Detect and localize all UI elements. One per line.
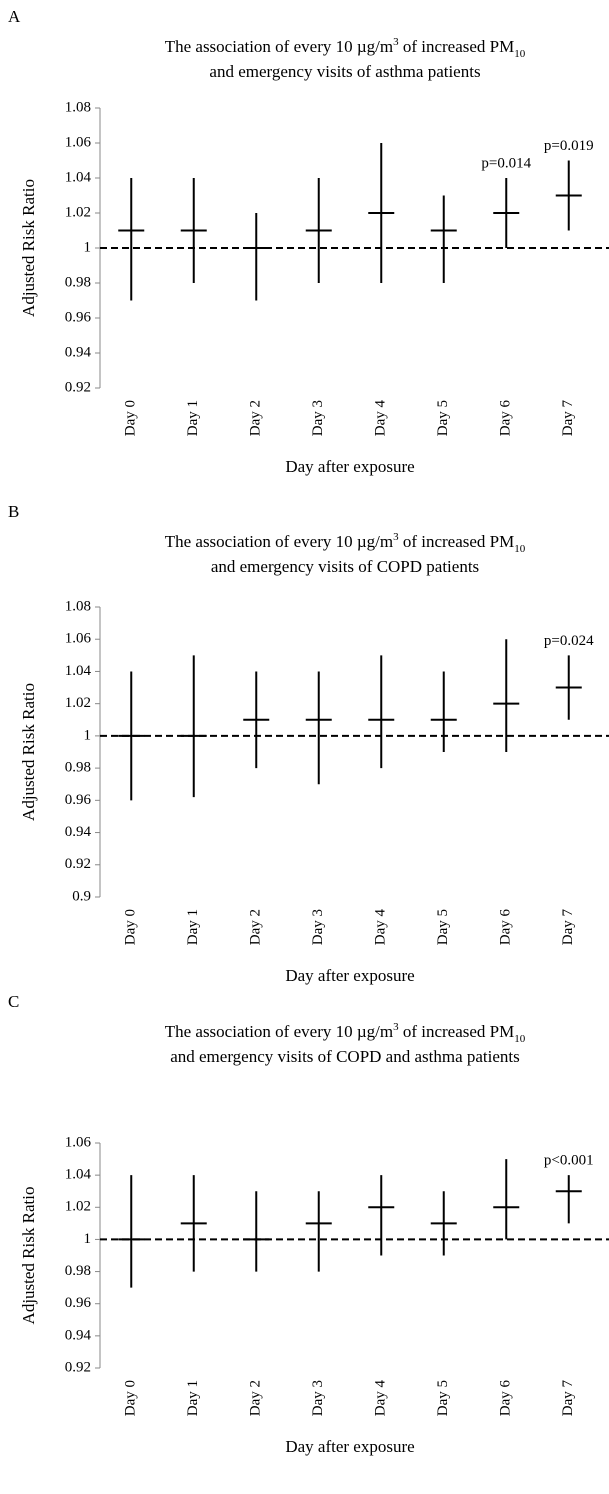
y-tick-label: 1.02 (65, 695, 91, 711)
y-tick-label: 1 (84, 727, 92, 743)
y-tick-label: 0.98 (65, 760, 91, 776)
panel-label: B (8, 502, 19, 521)
x-axis-label: Day after exposure (285, 1437, 414, 1456)
chart-title: The association of every 10 µg/m3 of inc… (165, 1021, 526, 1045)
panel-label: A (8, 7, 21, 26)
y-tick-label: 1.04 (65, 169, 92, 185)
x-axis-label: Day after exposure (285, 966, 414, 985)
x-tick-label: Day 4 (373, 909, 389, 946)
title-part: 3 (393, 36, 399, 48)
y-tick-label: 1.08 (65, 598, 91, 614)
y-tick-label: 1.02 (65, 1199, 91, 1215)
title-part: The association of every 10 µg/m (165, 37, 393, 56)
x-tick-label: Day 7 (560, 909, 576, 946)
x-tick-label: Day 2 (248, 1380, 264, 1416)
y-tick-label: 0.96 (65, 792, 92, 808)
x-tick-label: Day 0 (123, 400, 139, 436)
x-tick-label: Day 4 (373, 1380, 389, 1417)
chart-title: The association of every 10 µg/m3 of inc… (165, 36, 526, 60)
chart-title: and emergency visits of COPD patients (211, 557, 479, 576)
x-tick-label: Day 1 (185, 400, 201, 436)
y-tick-label: 0.94 (65, 824, 92, 840)
y-tick-label: 1.06 (65, 631, 92, 647)
x-tick-label: Day 7 (560, 1380, 576, 1417)
title-part: of increased PM (399, 1022, 515, 1041)
x-tick-label: Day 1 (185, 1380, 201, 1416)
y-tick-label: 0.92 (65, 379, 91, 395)
y-tick-label: 1.06 (65, 134, 92, 150)
y-tick-label: 0.92 (65, 1359, 91, 1375)
y-tick-label: 1.06 (65, 1134, 92, 1150)
x-tick-label: Day 4 (373, 400, 389, 437)
y-axis-label: Adjusted Risk Ratio (19, 1187, 38, 1325)
x-tick-label: Day 0 (123, 909, 139, 945)
x-tick-label: Day 3 (310, 909, 326, 945)
annotation: p=0.014 (481, 155, 531, 171)
x-tick-label: Day 5 (435, 1380, 451, 1416)
y-tick-label: 0.98 (65, 1263, 91, 1279)
title-part: The association of every 10 µg/m (165, 1022, 393, 1041)
title-part: 3 (393, 1021, 399, 1033)
title-part: of increased PM (399, 37, 515, 56)
title-part: 3 (393, 531, 399, 543)
x-tick-label: Day 2 (248, 909, 264, 945)
y-tick-label: 0.96 (65, 309, 92, 325)
y-tick-label: 0.94 (65, 344, 92, 360)
y-tick-label: 0.9 (72, 888, 91, 904)
y-tick-label: 1 (84, 1231, 92, 1247)
y-tick-label: 1.04 (65, 663, 92, 679)
annotation: p=0.019 (544, 138, 594, 154)
title-part: The association of every 10 µg/m (165, 532, 393, 551)
y-tick-label: 0.92 (65, 856, 91, 872)
x-tick-label: Day 1 (185, 909, 201, 945)
panel-label: C (8, 992, 19, 1011)
x-axis-label: Day after exposure (285, 457, 414, 476)
x-tick-label: Day 6 (498, 400, 514, 437)
y-tick-label: 0.96 (65, 1295, 92, 1311)
y-tick-label: 1.04 (65, 1167, 92, 1183)
x-tick-label: Day 6 (498, 1380, 514, 1417)
x-tick-label: Day 5 (435, 909, 451, 945)
y-tick-label: 1 (84, 239, 92, 255)
annotation: p=0.024 (544, 633, 594, 649)
annotation: p<0.001 (544, 1153, 594, 1169)
x-tick-label: Day 3 (310, 1380, 326, 1416)
x-tick-label: Day 6 (498, 909, 514, 946)
title-part: 10 (514, 48, 526, 60)
x-tick-label: Day 0 (123, 1380, 139, 1416)
y-axis-label: Adjusted Risk Ratio (19, 179, 38, 317)
x-tick-label: Day 2 (248, 400, 264, 436)
chart-title: and emergency visits of COPD and asthma … (170, 1047, 520, 1066)
title-part: 10 (514, 543, 526, 555)
y-tick-label: 1.02 (65, 204, 91, 220)
y-tick-label: 0.94 (65, 1327, 92, 1343)
x-tick-label: Day 5 (435, 400, 451, 436)
y-axis-label: Adjusted Risk Ratio (19, 683, 38, 821)
y-tick-label: 0.98 (65, 274, 91, 290)
chart-title: The association of every 10 µg/m3 of inc… (165, 531, 526, 555)
x-tick-label: Day 7 (560, 400, 576, 437)
title-part: of increased PM (399, 532, 515, 551)
y-tick-label: 1.08 (65, 99, 91, 115)
title-part: 10 (514, 1033, 526, 1045)
chart-title: and emergency visits of asthma patients (209, 62, 480, 81)
x-tick-label: Day 3 (310, 400, 326, 436)
